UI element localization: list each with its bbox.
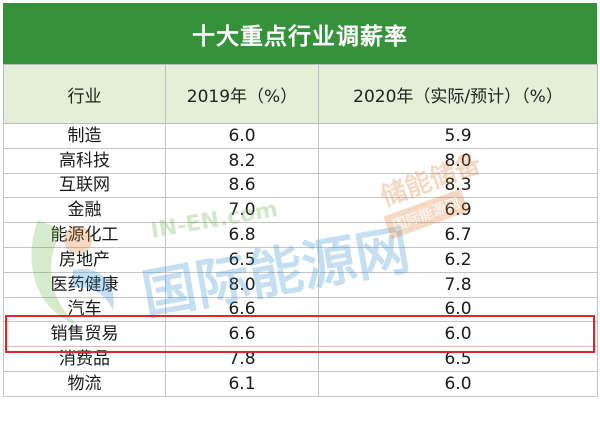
cell-2019: 6.1 [165,370,319,397]
cell-2020: 6.7 [318,222,598,248]
cell-2020: 6.0 [318,370,598,397]
cell-industry: 物流 [3,370,166,397]
cell-2020: 6.5 [318,346,598,372]
cell-industry: 医药健康 [3,271,166,298]
table-row: 汽车 6.6 6.0 [3,296,598,323]
table-row: 制造 6.0 5.9 [3,123,598,149]
cell-2019: 6.6 [165,321,319,348]
cell-2020: 6.9 [318,197,598,224]
cell-industry: 高科技 [3,147,166,174]
header-row: 行业 2019年（%） 2020年（实际/预计）（%） [3,64,598,124]
cell-industry: 消费品 [3,346,166,372]
cell-2020: 8.0 [318,147,598,174]
table-body: 制造 6.0 5.9 高科技 8.2 8.0 互联网 8.6 8.3 金融 7.0 6.9 能源化工 6.… [3,123,598,397]
cell-2019: 6.5 [165,246,319,273]
cell-2020: 8.3 [318,172,598,199]
table-row: 互联网 8.6 8.3 [3,172,598,199]
table-row: 物流 6.1 6.0 [3,370,598,397]
table-row: 高科技 8.2 8.0 [3,147,598,174]
cell-2020: 6.2 [318,246,598,273]
table-row: 房地产 6.5 6.2 [3,246,598,273]
cell-2019: 7.8 [165,346,319,372]
cell-2019: 8.6 [165,172,319,199]
cell-industry: 销售贸易 [3,321,166,348]
header-industry: 行业 [3,64,166,124]
table-row: 消费品 7.8 6.5 [3,346,598,372]
cell-2019: 8.0 [165,271,319,298]
cell-2020: 5.9 [318,123,598,149]
header-2019: 2019年（%） [165,64,319,124]
cell-industry: 制造 [3,123,166,149]
cell-2019: 6.6 [165,296,319,323]
cell-2019: 7.0 [165,197,319,224]
cell-industry: 互联网 [3,172,166,199]
table-row: 医药健康 8.0 7.8 [3,271,598,298]
cell-2019: 8.2 [165,147,319,174]
salary-increase-table: 行业 2019年（%） 2020年（实际/预计）（%） 制造 6.0 5.9 高科技 8… [3,64,598,397]
cell-industry: 能源化工 [3,222,166,248]
cell-2020: 7.8 [318,271,598,298]
cell-2020: 6.0 [318,321,598,348]
cell-industry: 汽车 [3,296,166,323]
table-title: 十大重点行业调薪率 [3,3,597,64]
table-row: 销售贸易 6.6 6.0 [3,321,598,348]
cell-2020: 6.0 [318,296,598,323]
cell-2019: 6.0 [165,123,319,149]
header-2020: 2020年（实际/预计）（%） [318,64,598,124]
table-row: 金融 7.0 6.9 [3,197,598,224]
cell-2019: 6.8 [165,222,319,248]
table-row: 能源化工 6.8 6.7 [3,222,598,248]
cell-industry: 金融 [3,197,166,224]
cell-industry: 房地产 [3,246,166,273]
